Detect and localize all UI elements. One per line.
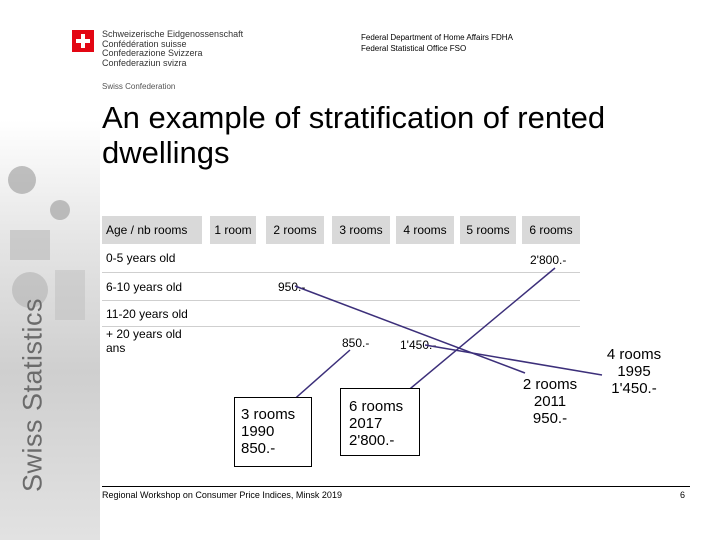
- table-row: 0-5 years old 2'800.-: [102, 244, 580, 273]
- table-row: 11-20 years old: [102, 300, 580, 327]
- column-header-2rooms: 2 rooms: [266, 216, 324, 244]
- cell-value: 950.-: [278, 280, 306, 294]
- stratification-table: Age / nb rooms 1 room 2 rooms 3 rooms 4 …: [102, 216, 580, 356]
- footer-divider: [102, 486, 690, 487]
- column-header-age: Age / nb rooms: [102, 216, 202, 244]
- cell-value: 2'800.-: [530, 253, 567, 267]
- note-3rooms-1990: 3 rooms 1990 850.-: [234, 397, 312, 467]
- footer-text: Regional Workshop on Consumer Price Indi…: [102, 490, 342, 500]
- row-label: 0-5 years old: [106, 251, 176, 265]
- connector-line: [404, 267, 556, 394]
- note-6rooms-2017: 6 rooms 2017 2'800.-: [340, 388, 420, 456]
- row-label: 6-10 years old: [106, 280, 183, 294]
- column-header-5rooms: 5 rooms: [460, 216, 516, 244]
- confederation-english: Swiss Confederation: [102, 82, 176, 91]
- column-header-6rooms: 6 rooms: [522, 216, 580, 244]
- slide-title: An example of stratification of rented d…: [102, 100, 606, 170]
- column-header-4rooms: 4 rooms: [396, 216, 454, 244]
- side-photo-collage: [8, 166, 85, 320]
- page-number: 6: [680, 490, 686, 500]
- note-2rooms-2011: 2 rooms 2011 950.-: [522, 376, 578, 427]
- table-row: + 20 years old ans 850.- 1'450.-: [102, 326, 580, 356]
- row-label: 11-20 years old: [106, 307, 188, 321]
- swiss-flag-icon: [72, 30, 94, 52]
- note-4rooms-1995: 4 rooms 1995 1'450.-: [606, 346, 662, 397]
- cell-value: 850.-: [342, 336, 370, 350]
- confederation-names: Schweizerische Eidgenossenschaft Confédé…: [102, 29, 244, 68]
- connector-line: [424, 344, 603, 376]
- column-header-3rooms: 3 rooms: [332, 216, 390, 244]
- row-label: + 20 years old ans: [106, 327, 182, 355]
- department-header: Federal Department of Home Affairs FDHA …: [361, 33, 513, 53]
- table-row: 6-10 years old 950.-: [102, 272, 580, 301]
- cell-value: 1'450.-: [400, 338, 437, 352]
- connector-line: [294, 285, 526, 374]
- column-header-1room: 1 room: [210, 216, 256, 244]
- connector-line: [289, 349, 351, 404]
